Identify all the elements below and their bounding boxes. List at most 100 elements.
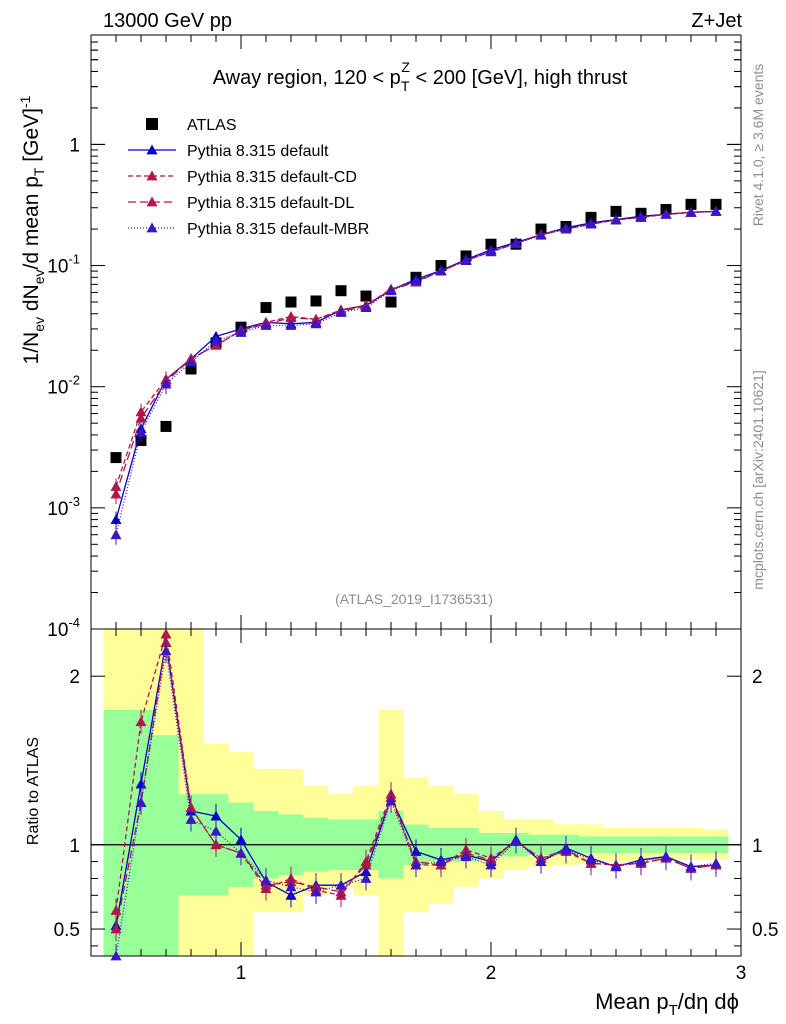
ratio-data-point bbox=[685, 861, 697, 872]
x-tick-label: 1 bbox=[236, 963, 247, 984]
ratio-data-point bbox=[235, 834, 247, 845]
legend-marker-triangle bbox=[146, 144, 158, 155]
ratio-uncertainty-bands bbox=[103, 629, 729, 956]
x-tick-label: 2 bbox=[486, 963, 497, 984]
ratio-y-tick-label-right: 2 bbox=[752, 667, 763, 688]
main-y-ticks: 10-410-310-210-11 bbox=[47, 34, 742, 641]
xlabel-sub: T bbox=[669, 1002, 678, 1019]
y-tick-label: 10-4 bbox=[47, 615, 80, 641]
series-pythia-8-315-default-dl bbox=[110, 205, 722, 505]
data-point-triangle bbox=[685, 206, 697, 217]
data-point-triangle bbox=[585, 218, 597, 229]
title-text-pre: Away region, 120 < p bbox=[213, 67, 401, 89]
ratio-data-point bbox=[535, 856, 547, 867]
data-point-triangle bbox=[110, 514, 122, 524]
data-point-triangle bbox=[610, 214, 622, 225]
series-line bbox=[115, 210, 717, 487]
data-point-atlas bbox=[585, 211, 597, 223]
ratio-series-pythia-8-315-default-mbr bbox=[110, 638, 722, 961]
legend-marker-triangle bbox=[146, 170, 158, 181]
ylabel-sub-ev2: ev bbox=[31, 269, 47, 284]
title-superscript: Z bbox=[401, 59, 410, 75]
ratio-data-point bbox=[185, 802, 197, 813]
y-tick-base: 10 bbox=[47, 620, 68, 641]
series-line bbox=[115, 210, 717, 520]
band-green bbox=[153, 735, 179, 956]
y-tick-exponent: -3 bbox=[68, 494, 80, 509]
data-point-atlas bbox=[335, 285, 347, 297]
ratio-data-point bbox=[485, 859, 497, 870]
data-point-triangle bbox=[560, 223, 572, 234]
ratio-data-point bbox=[210, 810, 222, 821]
title-subscript: T bbox=[401, 78, 410, 94]
ratio-series-layer bbox=[110, 628, 722, 961]
y-tick-exponent: -1 bbox=[68, 252, 80, 267]
data-point-atlas bbox=[310, 295, 322, 307]
ratio-data-point bbox=[110, 950, 122, 961]
data-point-atlas bbox=[360, 290, 372, 302]
series-line bbox=[115, 210, 717, 495]
ratio-data-point bbox=[585, 854, 597, 865]
data-point-atlas bbox=[685, 198, 697, 210]
ratio-data-point bbox=[385, 795, 397, 806]
data-point-atlas bbox=[535, 223, 547, 235]
ylabel-part-a: 1/N bbox=[20, 332, 43, 365]
data-point-triangle bbox=[485, 246, 497, 257]
ratio-data-point bbox=[260, 874, 272, 885]
ratio-y-tick-label-left: 0.5 bbox=[54, 920, 80, 941]
ratio-data-point bbox=[210, 839, 222, 850]
y-tick-label: 10-2 bbox=[47, 373, 80, 399]
data-point-triangle bbox=[710, 205, 722, 216]
legend-item: Pythia 8.315 default-MBR bbox=[128, 221, 369, 238]
y-tick-base: 1 bbox=[69, 135, 80, 156]
y-tick-label: 10-1 bbox=[47, 252, 80, 278]
rivet-version-label: Rivet 4.1.0, ≥ 3.6M events bbox=[750, 64, 766, 227]
ratio-data-point bbox=[360, 859, 372, 870]
legend-label: Pythia 8.315 default-MBR bbox=[187, 221, 369, 238]
data-point-triangle bbox=[435, 265, 447, 276]
ylabel-sub-ev1: ev bbox=[31, 317, 47, 332]
series-pythia-8-315-default-mbr bbox=[110, 205, 722, 545]
y-tick-base: 10 bbox=[47, 257, 68, 278]
ratio-y-axis-label: Ratio to ATLAS bbox=[25, 737, 42, 845]
data-point-triangle bbox=[110, 529, 122, 540]
data-point-triangle bbox=[410, 275, 422, 286]
data-point-triangle bbox=[260, 320, 272, 330]
legend-item: Pythia 8.315 default bbox=[128, 143, 329, 160]
y-tick-base: 10 bbox=[47, 378, 68, 399]
ratio-data-point bbox=[235, 847, 247, 858]
xlabel-part-b: /dη dϕ bbox=[678, 989, 739, 1014]
ratio-data-point bbox=[285, 881, 297, 892]
data-point-triangle bbox=[310, 318, 322, 329]
ratio-data-point bbox=[510, 835, 522, 846]
ratio-data-point bbox=[210, 825, 222, 836]
data-point-triangle bbox=[185, 356, 197, 367]
ratio-data-point bbox=[410, 859, 422, 870]
data-point-triangle bbox=[660, 208, 672, 219]
legend: ATLAS Pythia 8.315 default Pythia 8.315 de… bbox=[128, 117, 369, 238]
legend-label: Pythia 8.315 default bbox=[187, 143, 329, 160]
series-pythia-8-315-default-cd bbox=[110, 205, 722, 497]
data-point-atlas bbox=[710, 198, 722, 210]
data-point-atlas bbox=[110, 452, 122, 464]
ratio-data-point bbox=[610, 861, 622, 872]
data-point-triangle bbox=[535, 229, 547, 240]
x-tick-label: 3 bbox=[736, 963, 747, 984]
main-panel: 10-410-310-210-11 Away region, 120 < pTZ… bbox=[17, 34, 742, 641]
data-point-triangle bbox=[210, 335, 222, 346]
ratio-data-point bbox=[135, 716, 147, 727]
series-atlas bbox=[110, 198, 722, 464]
legend-label: Pythia 8.315 default-CD bbox=[187, 169, 357, 186]
legend-label: Pythia 8.315 default-DL bbox=[187, 195, 354, 212]
ratio-data-point bbox=[335, 879, 347, 890]
main-y-axis-label: 1/Nev dNev/d mean pT [GeV]-1 bbox=[17, 95, 47, 364]
ratio-data-point bbox=[135, 797, 147, 808]
ratio-y-tick-label-left: 1 bbox=[69, 836, 80, 857]
data-point-triangle bbox=[135, 412, 147, 423]
legend-item: Pythia 8.315 default-CD bbox=[128, 169, 357, 186]
y-tick-label: 1 bbox=[69, 135, 80, 156]
data-point-triangle bbox=[460, 255, 472, 265]
data-point-triangle bbox=[635, 211, 647, 222]
header-right-label: Z+Jet bbox=[691, 10, 742, 32]
